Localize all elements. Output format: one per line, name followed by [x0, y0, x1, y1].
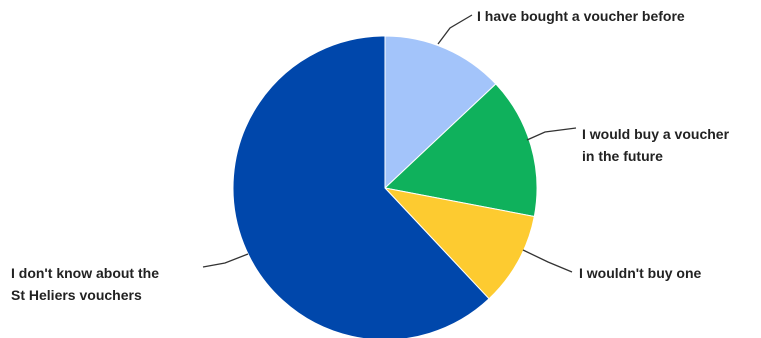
slice-buy-future — [383, 83, 538, 218]
leader-line-bought-before — [437, 14, 473, 45]
leader-lines — [202, 14, 577, 273]
slice-dont-know — [232, 35, 490, 338]
slice-bought-before — [384, 35, 497, 190]
slice-labels: I have bought a voucher before I would b… — [11, 8, 733, 303]
leader-line-buy-future — [526, 127, 577, 141]
slice-wouldnt-buy — [383, 187, 535, 300]
slice-label-wouldnt-buy: I wouldn't buy one — [579, 265, 702, 281]
leader-line-dont-know — [202, 253, 249, 268]
slice-label-buy-future: I would buy a voucher in the future — [582, 126, 733, 164]
leader-line-wouldnt-buy — [522, 249, 573, 273]
slice-label-dont-know: I don't know about the St Heliers vouche… — [11, 265, 163, 303]
slice-label-bought-before: I have bought a voucher before — [477, 8, 685, 24]
pie-slices — [232, 35, 538, 338]
